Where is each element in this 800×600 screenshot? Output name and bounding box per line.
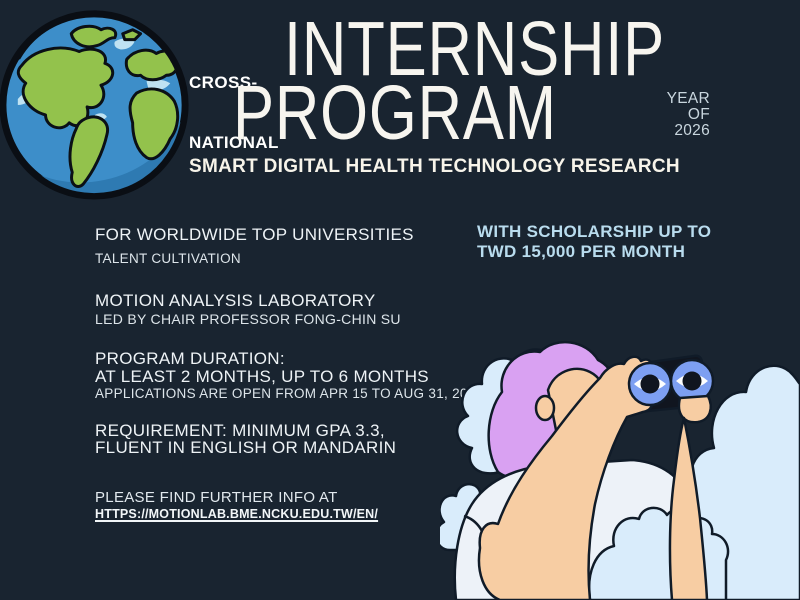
audience-sub: TALENT CULTIVATION bbox=[95, 251, 241, 266]
requirement-line2: FLUENT IN ENGLISH OR MANDARIN bbox=[95, 438, 397, 457]
lens-pupil-right bbox=[682, 371, 702, 391]
duration-heading-line2: AT LEAST 2 MONTHS, UP TO 6 MONTHS bbox=[95, 367, 429, 386]
continent-greenland bbox=[69, 24, 118, 49]
requirement-line1: REQUIREMENT: MINIMUM GPA 3.3, bbox=[95, 421, 385, 440]
raised-arm-hand bbox=[477, 355, 659, 600]
ocean-shading bbox=[33, 106, 183, 194]
title-line2: PROGRAM bbox=[233, 70, 557, 156]
info-lead: PLEASE FIND FURTHER INFO AT bbox=[95, 489, 338, 506]
right-hand bbox=[677, 394, 712, 424]
lab-heading: MOTION ANALYSIS LABORATORY bbox=[95, 291, 376, 310]
lens-pupil-left bbox=[640, 374, 660, 394]
year-badge: YEAR OF 2026 bbox=[666, 90, 710, 139]
earth-globe-icon bbox=[0, 10, 189, 200]
continent-north-america bbox=[16, 46, 115, 130]
kicker-line2: NATIONAL bbox=[189, 133, 279, 152]
continent-south-america bbox=[68, 115, 110, 188]
subtitle: SMART DIGITAL HEALTH TECHNOLOGY RESEARCH bbox=[189, 156, 680, 177]
binoculars-person-icon bbox=[440, 340, 800, 600]
scholarship-text: WITH SCHOLARSHIP UP TO TWD 15,000 PER MO… bbox=[477, 222, 712, 261]
duration-heading-line1: PROGRAM DURATION: bbox=[95, 349, 285, 368]
audience-heading: FOR WORLDWIDE TOP UNIVERSITIES bbox=[95, 225, 414, 244]
globe-sketch-stroke bbox=[116, 146, 177, 193]
continent-africa bbox=[128, 87, 180, 161]
globe-illustration bbox=[0, 2, 196, 204]
ear bbox=[534, 394, 556, 422]
globe-sketch-stroke bbox=[15, 10, 98, 60]
info-link[interactable]: HTTPS://MOTIONLAB.BME.NCKU.EDU.TW/EN/ bbox=[95, 507, 379, 521]
kicker: CROSS- NATIONAL bbox=[189, 33, 279, 193]
continent-arctic-island bbox=[121, 28, 143, 42]
title-line1: INTERNSHIP bbox=[284, 6, 666, 92]
duration-sub: APPLICATIONS ARE OPEN FROM APR 15 TO AUG… bbox=[95, 386, 484, 401]
lab-sub: LED BY CHAIR PROFESSOR FONG-CHIN SU bbox=[95, 311, 401, 327]
kicker-line1: CROSS- bbox=[189, 73, 258, 92]
person-binoculars-illustration bbox=[440, 320, 800, 600]
